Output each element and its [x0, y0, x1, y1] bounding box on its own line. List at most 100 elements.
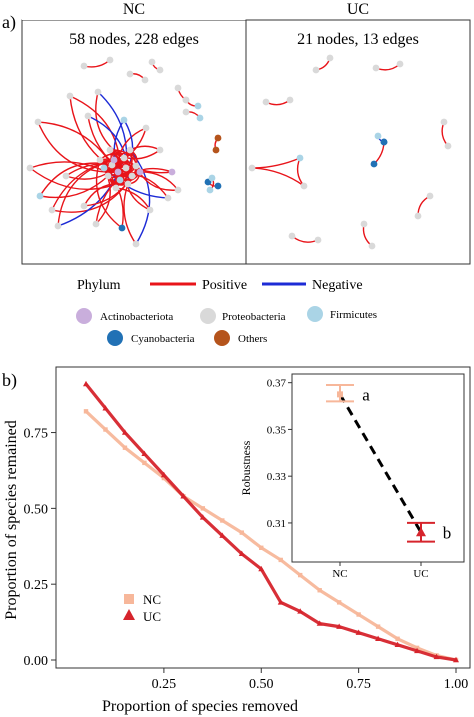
series-uc-point: [453, 656, 459, 663]
inset-uc-significance-letter: b: [443, 523, 452, 542]
uc-node: [300, 182, 308, 190]
nc-node: [112, 184, 120, 192]
nc-node: [208, 174, 216, 182]
main-y-tick-label: 0.50: [24, 502, 49, 517]
main-x-axis: 0.25 0.50 0.75 1.00: [152, 668, 469, 692]
inset-y-axis-label: Robustness: [239, 440, 253, 495]
nc-edge: [109, 149, 141, 173]
nc-node: [156, 66, 164, 74]
legend-actinobacteriota-label: Actinobacteriota: [100, 311, 173, 323]
nc-node: [120, 154, 128, 162]
inset-nc-significance-letter: a: [362, 385, 370, 404]
nc-node: [106, 56, 114, 64]
series-nc-point: [103, 427, 108, 432]
nc-node: [206, 186, 214, 194]
uc-node: [396, 60, 404, 68]
uc-node: [368, 242, 376, 250]
main-y-tick-label: 0.25: [24, 578, 49, 593]
legend-others-label: Others: [238, 333, 267, 345]
nc-node: [128, 172, 136, 180]
uc-node: [286, 96, 294, 104]
nc-node: [84, 112, 92, 120]
inset-y-tick-label: 0.33: [267, 471, 287, 483]
main-y-tick-label: 0.00: [24, 654, 49, 669]
nc-node: [168, 168, 176, 176]
series-nc-point: [220, 518, 225, 523]
nc-edge: [39, 175, 109, 199]
nc-node: [118, 224, 126, 232]
nc-node: [142, 124, 150, 132]
nc-network-panel: NC 58 nodes, 228 edges: [21, 0, 247, 265]
nc-node: [126, 70, 134, 78]
robustness-inset-chart: 0.310.330.350.37 NC UC ab Robustness: [239, 373, 465, 580]
series-uc-point: [199, 514, 206, 520]
main-y-tick-label: 0.75: [24, 427, 49, 442]
nc-node: [182, 108, 190, 116]
nc-node: [148, 58, 156, 66]
uc-node: [444, 142, 452, 150]
main-series-layer: [83, 380, 459, 663]
nc-node: [164, 194, 172, 202]
series-uc-point: [316, 620, 323, 626]
inset-y-tick-label: 0.35: [267, 424, 287, 436]
inset-uc-point: [416, 527, 426, 537]
uc-edge: [251, 167, 305, 187]
nc-node: [146, 206, 154, 214]
uc-node: [326, 54, 334, 62]
nc-node: [132, 162, 140, 170]
uc-network-title: UC: [347, 1, 369, 18]
nc-node: [214, 134, 222, 142]
uc-node: [288, 232, 296, 240]
nc-node: [62, 172, 70, 180]
inset-frame: [291, 373, 465, 563]
main-x-tick-label: 0.25: [152, 677, 177, 692]
legend-nc-label: NC: [143, 592, 161, 607]
series-uc-point: [433, 653, 440, 660]
uc-node: [374, 132, 382, 140]
inset-marks-layer: ab: [326, 384, 452, 543]
uc-network-panel: UC 21 nodes, 13 edges: [245, 1, 471, 265]
legend-uc-label: UC: [143, 609, 161, 624]
nc-node: [120, 116, 128, 124]
nc-node: [132, 240, 140, 248]
panel-b-label: b): [2, 370, 17, 391]
series-nc-point: [375, 624, 381, 629]
legend-nc-marker: [124, 594, 134, 604]
nc-node: [92, 220, 100, 228]
series-uc-point: [102, 405, 109, 411]
legend-proteobacteria-dot: [200, 308, 216, 324]
legend-cyanobacteria-label: Cyanobacteria: [131, 333, 195, 345]
inset-x-tick-label: UC: [413, 568, 428, 580]
nc-node: [114, 168, 122, 176]
nc-edge: [29, 167, 141, 190]
nc-node: [212, 146, 220, 154]
nc-network-graph: [26, 56, 222, 248]
nc-node: [36, 192, 44, 200]
legend-actinobacteriota-dot: [76, 308, 92, 324]
nc-node: [80, 202, 88, 210]
series-nc-point: [298, 572, 303, 578]
main-x-tick-label: 0.50: [249, 677, 274, 692]
series-nc-point: [356, 612, 361, 617]
nc-node: [174, 186, 182, 194]
inset-x-tick-label: NC: [332, 568, 347, 580]
legend-firmicutes-label: Firmicutes: [330, 309, 377, 321]
nc-node: [124, 180, 132, 188]
inset-y-tick-label: 0.37: [267, 378, 287, 390]
main-x-tick-label: 1.00: [444, 677, 469, 692]
series-uc-point: [83, 380, 89, 387]
legend-positive-label: Positive: [202, 278, 247, 293]
nc-node: [94, 88, 102, 96]
series-uc-point: [375, 635, 382, 641]
uc-node: [380, 138, 388, 146]
series-nc-point: [395, 636, 400, 641]
series-uc-point: [297, 608, 304, 614]
uc-node: [296, 154, 304, 162]
nc-node: [100, 164, 108, 172]
series-nc-point: [259, 545, 264, 550]
series-nc-point: [142, 460, 147, 466]
uc-node: [248, 164, 256, 172]
nc-node: [104, 172, 112, 180]
uc-node: [314, 236, 322, 244]
uc-node: [414, 212, 422, 220]
